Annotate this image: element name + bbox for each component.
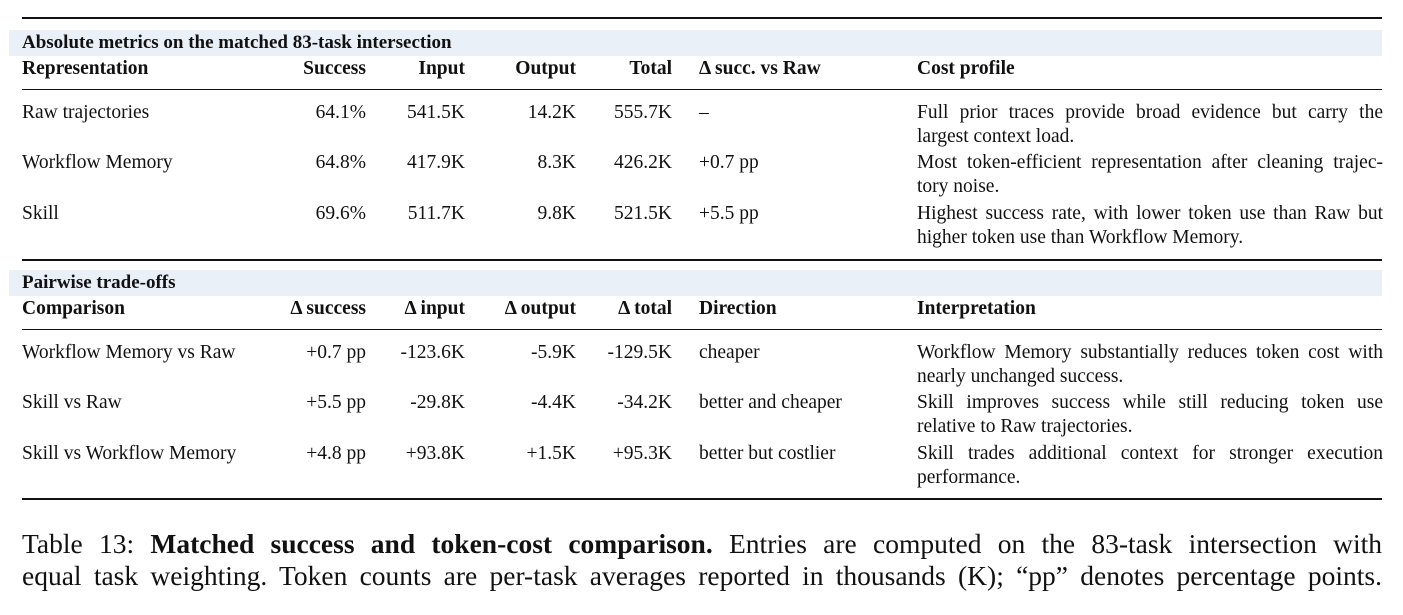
row-input: 511.7K xyxy=(407,203,465,224)
row-output: 8.3K xyxy=(537,152,576,173)
header-direction: Direction xyxy=(699,298,777,319)
row-delta-total: -34.2K xyxy=(617,392,672,413)
row-interpretation: Skill trades additional context for stro… xyxy=(917,443,1383,488)
header-delta-total: Δ total xyxy=(618,298,672,319)
row-success: 64.8% xyxy=(315,152,366,173)
row-direction: better and cheaper xyxy=(699,392,842,413)
section2-band xyxy=(9,270,1382,296)
header-comparison: Comparison xyxy=(22,298,125,319)
row-direction: better but costlier xyxy=(699,443,836,464)
section1-band xyxy=(9,30,1382,56)
row-name: Raw trajectories xyxy=(22,102,150,123)
row-name: Skill xyxy=(22,203,59,224)
row-total: 555.7K xyxy=(614,102,672,123)
row-delta-total: +95.3K xyxy=(612,443,672,464)
row-delta-total: -129.5K xyxy=(607,342,672,363)
row-name: Skill vs Raw xyxy=(22,392,122,413)
header-output: Output xyxy=(515,58,576,79)
top-rule xyxy=(22,17,1382,19)
header-input: Input xyxy=(418,58,465,79)
section2-title: Pairwise trade-offs xyxy=(22,272,176,293)
section-divider-rule xyxy=(22,259,1382,261)
row-input: 541.5K xyxy=(407,102,465,123)
bottom-rule xyxy=(22,498,1382,500)
row-delta-output: -4.4K xyxy=(531,392,576,413)
header-delta-output: Δ output xyxy=(504,298,576,319)
row-total: 426.2K xyxy=(614,152,672,173)
caption-label: Table 13: xyxy=(22,528,135,559)
row-delta: +0.7 pp xyxy=(699,152,759,173)
row-output: 14.2K xyxy=(527,102,576,123)
header-success: Success xyxy=(303,58,366,79)
header-delta-success: Δ success xyxy=(290,298,366,319)
row-cost-profile: Full prior traces provide broad evidence… xyxy=(917,102,1383,147)
row-name: Workflow Memory xyxy=(22,152,173,173)
row-delta-input: -123.6K xyxy=(400,342,465,363)
row-delta-output: +1.5K xyxy=(526,443,576,464)
row-delta-input: -29.8K xyxy=(410,392,465,413)
row-delta-output: -5.9K xyxy=(531,342,576,363)
row-delta: – xyxy=(699,102,709,123)
row-success: 69.6% xyxy=(315,203,366,224)
section1-title: Absolute metrics on the matched 83-task … xyxy=(22,32,452,53)
row-cost-profile: Highest success rate, with lower token u… xyxy=(917,203,1383,248)
header-total: Total xyxy=(629,58,672,79)
caption-line2: equal task weighting. Token counts are p… xyxy=(22,560,1382,591)
table-caption: Table 13: Matched success and token-cost… xyxy=(22,528,1382,592)
header-delta-input: Δ input xyxy=(404,298,465,319)
row-delta-success: +0.7 pp xyxy=(306,342,366,363)
caption-bold-title: Matched success and token-cost compariso… xyxy=(150,528,713,559)
row-delta-success: +5.5 pp xyxy=(306,392,366,413)
row-success: 64.1% xyxy=(315,102,366,123)
section1-header-rule xyxy=(22,89,1382,90)
row-direction: cheaper xyxy=(699,342,760,363)
section2-header-rule xyxy=(22,329,1382,330)
row-interpretation: Workflow Memory substantially reduces to… xyxy=(917,342,1383,387)
header-interpretation: Interpretation xyxy=(917,298,1036,319)
row-delta-success: +4.8 pp xyxy=(306,443,366,464)
row-name: Workflow Memory vs Raw xyxy=(22,342,236,363)
row-name: Skill vs Workflow Memory xyxy=(22,443,237,464)
row-delta: +5.5 pp xyxy=(699,203,759,224)
caption-line1-rest: Entries are computed on the 83-task inte… xyxy=(729,528,1383,559)
header-delta-succ: Δ succ. vs Raw xyxy=(699,58,821,79)
row-delta-input: +93.8K xyxy=(405,443,465,464)
row-total: 521.5K xyxy=(614,203,672,224)
row-output: 9.8K xyxy=(537,203,576,224)
row-cost-profile: Most token-efficient representation afte… xyxy=(917,152,1383,197)
row-input: 417.9K xyxy=(407,152,465,173)
header-cost-profile: Cost profile xyxy=(917,58,1015,79)
header-representation: Representation xyxy=(22,58,149,79)
row-interpretation: Skill improves success while still reduc… xyxy=(917,392,1383,437)
